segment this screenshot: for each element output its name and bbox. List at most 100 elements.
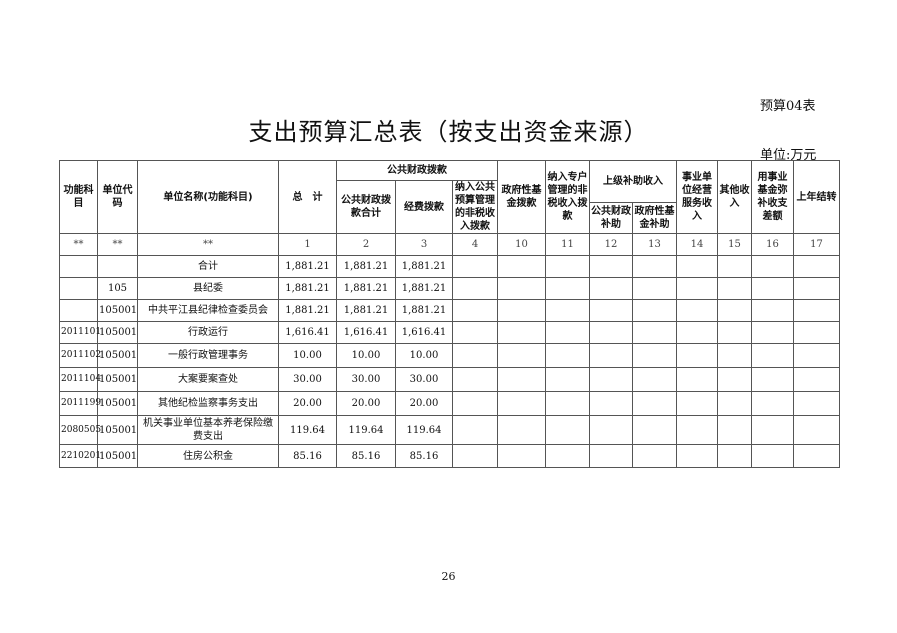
table-cell bbox=[751, 367, 794, 392]
table-cell bbox=[545, 255, 590, 278]
table-cell bbox=[717, 367, 752, 392]
table-cell bbox=[676, 277, 718, 300]
table-row: 2080505 105001 机关事业单位基本养老保险缴费支出 119.64 119.6… bbox=[59, 415, 840, 445]
header-carry-over: 上年结转 bbox=[793, 160, 840, 234]
header-superior-subsidy: 上级补助收入 bbox=[589, 159, 677, 204]
table-cell bbox=[717, 255, 752, 278]
header-nontax-budget: 纳入公共预算管理的非税收入拨款 bbox=[452, 180, 498, 234]
column-number: 17 bbox=[793, 233, 840, 256]
column-number: ** bbox=[137, 233, 279, 256]
header-unit-name: 单位名称(功能科目) bbox=[137, 160, 279, 234]
table-cell: 合计 bbox=[137, 255, 279, 278]
table-row: 2011101 105001 行政运行 1,616.41 1,616.41 1,616.4… bbox=[59, 321, 840, 344]
table-cell bbox=[676, 444, 718, 468]
table-cell bbox=[751, 391, 794, 416]
table-cell: 105001 bbox=[97, 343, 138, 368]
table-cell: 1,881.21 bbox=[336, 299, 396, 322]
table-row: 105 县纪委 1,881.21 1,881.21 1,881.21 bbox=[59, 277, 840, 300]
table-cell bbox=[545, 343, 590, 368]
header-fund-make-up: 用事业基金弥补收支差额 bbox=[751, 160, 794, 234]
header-special-nontax: 纳入专户管理的非税收入拨款 bbox=[545, 160, 590, 234]
table-cell bbox=[589, 391, 633, 416]
column-number: 13 bbox=[632, 233, 677, 256]
table-cell bbox=[452, 391, 498, 416]
table-cell bbox=[717, 444, 752, 468]
column-number: 16 bbox=[751, 233, 794, 256]
table-row: 2011199 105001 其他纪检监察事务支出 20.00 20.00 20.00 bbox=[59, 391, 840, 416]
table-cell bbox=[497, 321, 546, 344]
table-cell bbox=[717, 277, 752, 300]
table-cell: 20.00 bbox=[336, 391, 396, 416]
table-row: 2011102 105001 一般行政管理事务 10.00 10.00 10.00 bbox=[59, 343, 840, 368]
header-business-income: 事业单位经营服务收入 bbox=[676, 160, 718, 234]
table-cell bbox=[589, 415, 633, 445]
table-row: 2210201 105001 住房公积金 85.16 85.16 85.16 bbox=[59, 444, 840, 468]
table-cell bbox=[632, 367, 677, 392]
table-cell bbox=[793, 367, 840, 392]
table-cell: 105001 bbox=[97, 367, 138, 392]
page-title: 支出预算汇总表（按支出资金来源） bbox=[248, 118, 649, 146]
table-cell bbox=[717, 343, 752, 368]
table-cell: 2210201 bbox=[59, 444, 101, 468]
table-cell: 2011102 bbox=[59, 343, 101, 368]
table-cell bbox=[793, 343, 840, 368]
table-cell bbox=[545, 391, 590, 416]
column-number: 2 bbox=[336, 233, 396, 256]
table-cell bbox=[452, 255, 498, 278]
table-cell bbox=[59, 299, 98, 322]
table-cell bbox=[717, 299, 752, 322]
table-cell: 85.16 bbox=[395, 444, 453, 468]
table-cell bbox=[452, 321, 498, 344]
table-cell bbox=[59, 277, 98, 300]
table-cell bbox=[793, 299, 840, 322]
table-cell bbox=[793, 277, 840, 300]
table-cell bbox=[717, 391, 752, 416]
table-cell bbox=[676, 299, 718, 322]
table-cell bbox=[676, 415, 718, 445]
table-cell: 1,881.21 bbox=[336, 255, 396, 278]
column-number: 3 bbox=[395, 233, 453, 256]
table-cell bbox=[452, 415, 498, 445]
table-row: 105001 中共平江县纪律检查委员会 1,881.21 1,881.21 1,881.… bbox=[59, 299, 840, 322]
table-cell: 85.16 bbox=[336, 444, 396, 468]
table-cell bbox=[751, 343, 794, 368]
table-cell bbox=[632, 299, 677, 322]
column-number: ** bbox=[97, 233, 138, 256]
form-number: 预算04表 bbox=[760, 99, 816, 114]
table-cell bbox=[632, 415, 677, 445]
table-cell bbox=[589, 343, 633, 368]
table-cell bbox=[676, 367, 718, 392]
table-cell: 119.64 bbox=[336, 415, 396, 445]
table-row: 合计 1,881.21 1,881.21 1,881.21 bbox=[59, 255, 840, 278]
table-cell bbox=[717, 321, 752, 344]
table-cell: 2011199 bbox=[59, 391, 101, 416]
table-cell: 1,881.21 bbox=[395, 299, 453, 322]
table-cell: 大案要案查处 bbox=[137, 367, 279, 392]
column-number: 10 bbox=[497, 233, 546, 256]
table-cell bbox=[589, 299, 633, 322]
table-cell: 1,616.41 bbox=[395, 321, 453, 344]
table-cell: 105 bbox=[97, 277, 138, 300]
table-cell bbox=[751, 299, 794, 322]
table-cell: 中共平江县纪律检查委员会 bbox=[137, 299, 279, 322]
header-public-finance: 公共财政拨款 bbox=[336, 160, 498, 181]
expenditure-budget-table: 功能科目 单位代码 单位名称(功能科目) 总 计 公共财政拨款 政府性基金拨款 … bbox=[59, 159, 840, 468]
unit-label: 单位:万元 bbox=[760, 148, 817, 163]
table-cell: 1,881.21 bbox=[278, 277, 337, 300]
table-cell bbox=[497, 299, 546, 322]
table-cell bbox=[632, 321, 677, 344]
table-cell: 1,881.21 bbox=[395, 255, 453, 278]
table-cell: 10.00 bbox=[395, 343, 453, 368]
table-cell bbox=[793, 321, 840, 344]
table-cell: 行政运行 bbox=[137, 321, 279, 344]
table-row: 2011104 105001 大案要案查处 30.00 30.00 30.00 bbox=[59, 367, 840, 392]
table-cell bbox=[452, 367, 498, 392]
table-cell bbox=[59, 255, 98, 278]
header-sub-public: 公共财政补助 bbox=[589, 202, 633, 234]
table-cell: 20.00 bbox=[395, 391, 453, 416]
table-cell: 一般行政管理事务 bbox=[137, 343, 279, 368]
column-number: 12 bbox=[589, 233, 633, 256]
table-cell: 1,881.21 bbox=[278, 299, 337, 322]
table-cell bbox=[751, 255, 794, 278]
header-sub-gov-fund: 政府性基金补助 bbox=[632, 202, 677, 234]
